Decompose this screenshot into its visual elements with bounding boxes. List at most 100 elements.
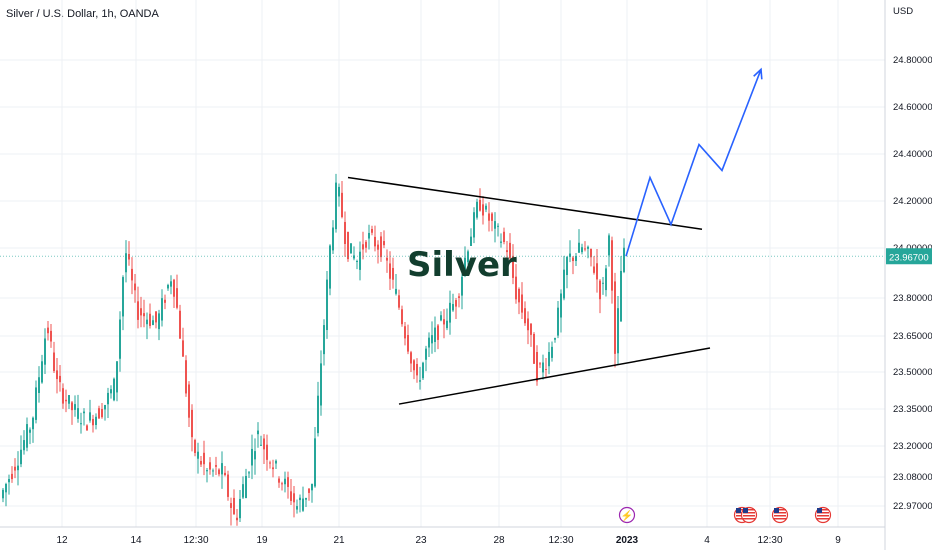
candle-body: [107, 392, 109, 405]
candle-body: [278, 478, 280, 483]
candle-body: [437, 325, 439, 340]
candle-body: [227, 474, 229, 497]
candle-body: [179, 310, 181, 339]
flag-stripe: [736, 509, 748, 511]
time-axis[interactable]: 12 14 12:30 19 21 23 28 12:30 2023 4 12:30 9: [0, 526, 885, 546]
candle-body: [290, 491, 292, 501]
candle-body: [401, 309, 403, 325]
candle-body: [371, 229, 373, 233]
candle-body: [314, 438, 316, 487]
candle-body: [590, 248, 592, 258]
grid-lines: [0, 0, 885, 527]
candle-body: [425, 348, 427, 360]
candle-body: [374, 236, 376, 247]
candle-body: [125, 253, 127, 273]
candle-body: [422, 362, 424, 379]
candle-body: [488, 213, 490, 221]
candle-body: [119, 319, 121, 359]
candle-body: [311, 483, 313, 491]
candle-body: [266, 444, 268, 460]
candle-body: [434, 327, 436, 342]
candle-body: [302, 498, 304, 511]
candle-body: [248, 472, 250, 474]
candle-body: [530, 323, 532, 335]
projection-path: [625, 69, 762, 257]
candle-body: [173, 279, 175, 297]
candle-body: [416, 363, 418, 376]
candle-body: [143, 313, 145, 317]
candle-body: [347, 231, 349, 260]
candle-body: [578, 242, 580, 253]
candle-body: [116, 361, 118, 393]
candle-body: [29, 429, 31, 433]
candle-body: [404, 326, 406, 339]
lightning-icon-ring: [618, 506, 636, 524]
candle-body: [599, 280, 601, 300]
price-tick-label: 23.80000: [893, 293, 932, 304]
candle-body: [458, 296, 460, 298]
candle-body: [11, 473, 13, 480]
candle-body: [449, 302, 451, 323]
candle-body: [59, 375, 61, 383]
candle-body: [446, 320, 448, 329]
candle-body: [20, 449, 22, 465]
candle-body: [260, 444, 262, 446]
candle-body: [68, 395, 70, 404]
candle-body: [581, 247, 583, 253]
candle-body: [440, 315, 442, 321]
candle-body: [110, 389, 112, 394]
price-tick-label: 23.08000: [893, 472, 932, 483]
candle-body: [431, 335, 433, 344]
event-marker-us-flag: [814, 506, 832, 524]
candle-body: [8, 479, 10, 483]
price-tick-label: 23.50000: [893, 367, 932, 378]
candle-body: [497, 225, 499, 227]
candle-body: [251, 448, 253, 466]
candle-body: [161, 298, 163, 321]
candle-body: [209, 462, 211, 470]
candle-body: [491, 213, 493, 221]
candle-body: [191, 409, 193, 438]
candle-body: [464, 257, 466, 272]
candle-body: [239, 498, 241, 519]
candle-body: [506, 250, 508, 253]
candle-body: [164, 299, 166, 303]
candle-body: [197, 451, 199, 459]
time-tick-label: 4: [704, 535, 710, 546]
candle-body: [329, 245, 331, 289]
candle-body: [410, 352, 412, 364]
candle-body: [368, 232, 370, 239]
candle-body: [500, 241, 502, 243]
candle-body: [2, 489, 4, 499]
candle-body: [377, 244, 379, 250]
annotation-silver: Silver: [407, 245, 517, 285]
candle-body: [71, 402, 73, 411]
candle-body: [17, 465, 19, 471]
flag-stripe: [817, 509, 829, 511]
candle-body: [572, 257, 574, 262]
candle-body: [548, 351, 550, 367]
flag-stripe: [774, 509, 786, 511]
candle-body: [200, 460, 202, 465]
candle-body: [395, 288, 397, 294]
candle-body: [113, 378, 115, 401]
candle-body: [38, 377, 40, 393]
candle-body: [557, 307, 559, 336]
time-tick-label: 19: [256, 535, 268, 546]
event-marker-lightning: ⚡: [618, 506, 636, 524]
flag-stripe: [817, 512, 829, 514]
event-markers: ⚡: [618, 506, 832, 524]
candle-body: [473, 212, 475, 238]
candle-body: [407, 335, 409, 352]
candle-body: [455, 300, 457, 307]
candle-body: [176, 288, 178, 308]
time-tick-label: 23: [415, 535, 427, 546]
candle-body: [44, 338, 46, 365]
candle-body: [152, 320, 154, 325]
candle-body: [182, 340, 184, 357]
candle-body: [62, 388, 64, 404]
candle-body: [299, 497, 301, 501]
candle-body: [611, 240, 613, 291]
